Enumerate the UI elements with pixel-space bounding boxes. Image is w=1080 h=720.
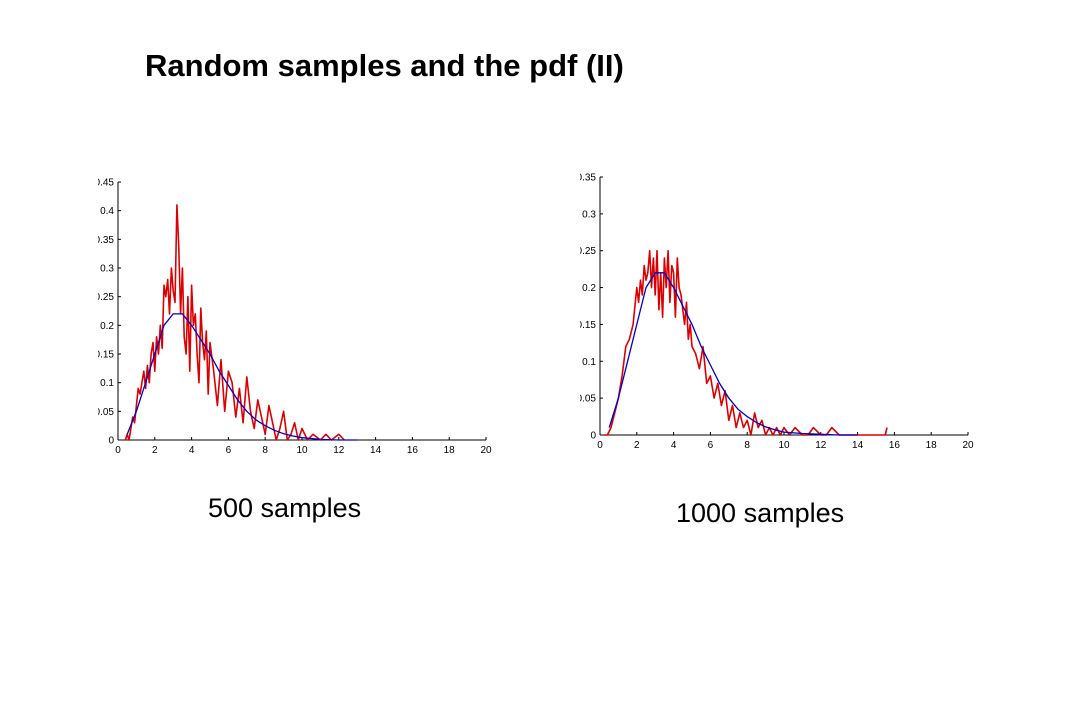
x-tick-label: 16 xyxy=(407,445,419,456)
y-tick-label: 0.2 xyxy=(582,283,596,294)
x-tick-label: 6 xyxy=(708,440,714,451)
slide-title: Random samples and the pdf (II) xyxy=(145,48,624,83)
y-tick-label: 0.25 xyxy=(98,292,114,303)
pdf-curve-line xyxy=(608,272,858,436)
y-tick-label: 0 xyxy=(108,436,114,447)
y-tick-label: 0.1 xyxy=(582,357,596,368)
x-tick-label: 4 xyxy=(671,440,677,451)
x-tick-label: 18 xyxy=(444,445,456,456)
y-tick-label: 0.35 xyxy=(580,173,596,184)
x-tick-label: 20 xyxy=(962,440,974,451)
x-tick-label: 8 xyxy=(262,445,268,456)
x-tick-label: 14 xyxy=(852,440,864,451)
x-tick-label: 12 xyxy=(333,445,345,456)
y-tick-label: 0.15 xyxy=(580,320,596,331)
x-tick-label: 10 xyxy=(296,445,308,456)
y-tick-label: 0.05 xyxy=(98,407,114,418)
sample-histogram-line xyxy=(124,204,345,441)
x-tick-label: 10 xyxy=(778,440,790,451)
x-tick-label: 14 xyxy=(370,445,382,456)
chart-500-samples: 0 2 4 6 8 10 12 14 16 18 20 0 0.05 0.1 0.15 0.2 0.25 0.3 0… xyxy=(98,178,492,457)
x-tick-label: 18 xyxy=(926,440,938,451)
y-tick-label: 0.25 xyxy=(580,246,596,257)
x-tick-label: 6 xyxy=(226,445,232,456)
y-tick-label: 0.3 xyxy=(582,209,596,220)
y-tick-label: 0.1 xyxy=(100,378,114,389)
x-tick-label: 0 xyxy=(115,445,121,456)
x-tick-label: 4 xyxy=(189,445,195,456)
chart-caption-1000: 1000 samples xyxy=(676,498,845,528)
sample-histogram-line xyxy=(603,249,888,436)
y-tick-label: 0 xyxy=(590,431,596,442)
y-tick-label: 0.4 xyxy=(100,206,114,217)
pdf-curve-line xyxy=(126,313,358,441)
chart-1000-samples: 0 2 4 6 8 10 12 14 16 18 20 0 0.05 0.1 0.15 0.2 0.25 0.3 0… xyxy=(580,173,974,452)
y-tick-label: 0.05 xyxy=(580,394,596,405)
x-tick-label: 12 xyxy=(815,440,827,451)
x-tick-label: 0 xyxy=(597,440,603,451)
x-tick-label: 16 xyxy=(889,440,901,451)
x-tick-label: 2 xyxy=(634,440,640,451)
y-tick-label: 0.45 xyxy=(98,178,114,189)
x-tick-label: 8 xyxy=(744,440,750,451)
y-tick-label: 0.3 xyxy=(100,264,114,275)
y-tick-label: 0.15 xyxy=(98,350,114,361)
x-tick-label: 20 xyxy=(480,445,492,456)
y-tick-label: 0.2 xyxy=(100,321,114,332)
y-tick-label: 0.35 xyxy=(98,235,114,246)
chart-caption-500: 500 samples xyxy=(208,493,362,523)
x-tick-label: 2 xyxy=(152,445,158,456)
